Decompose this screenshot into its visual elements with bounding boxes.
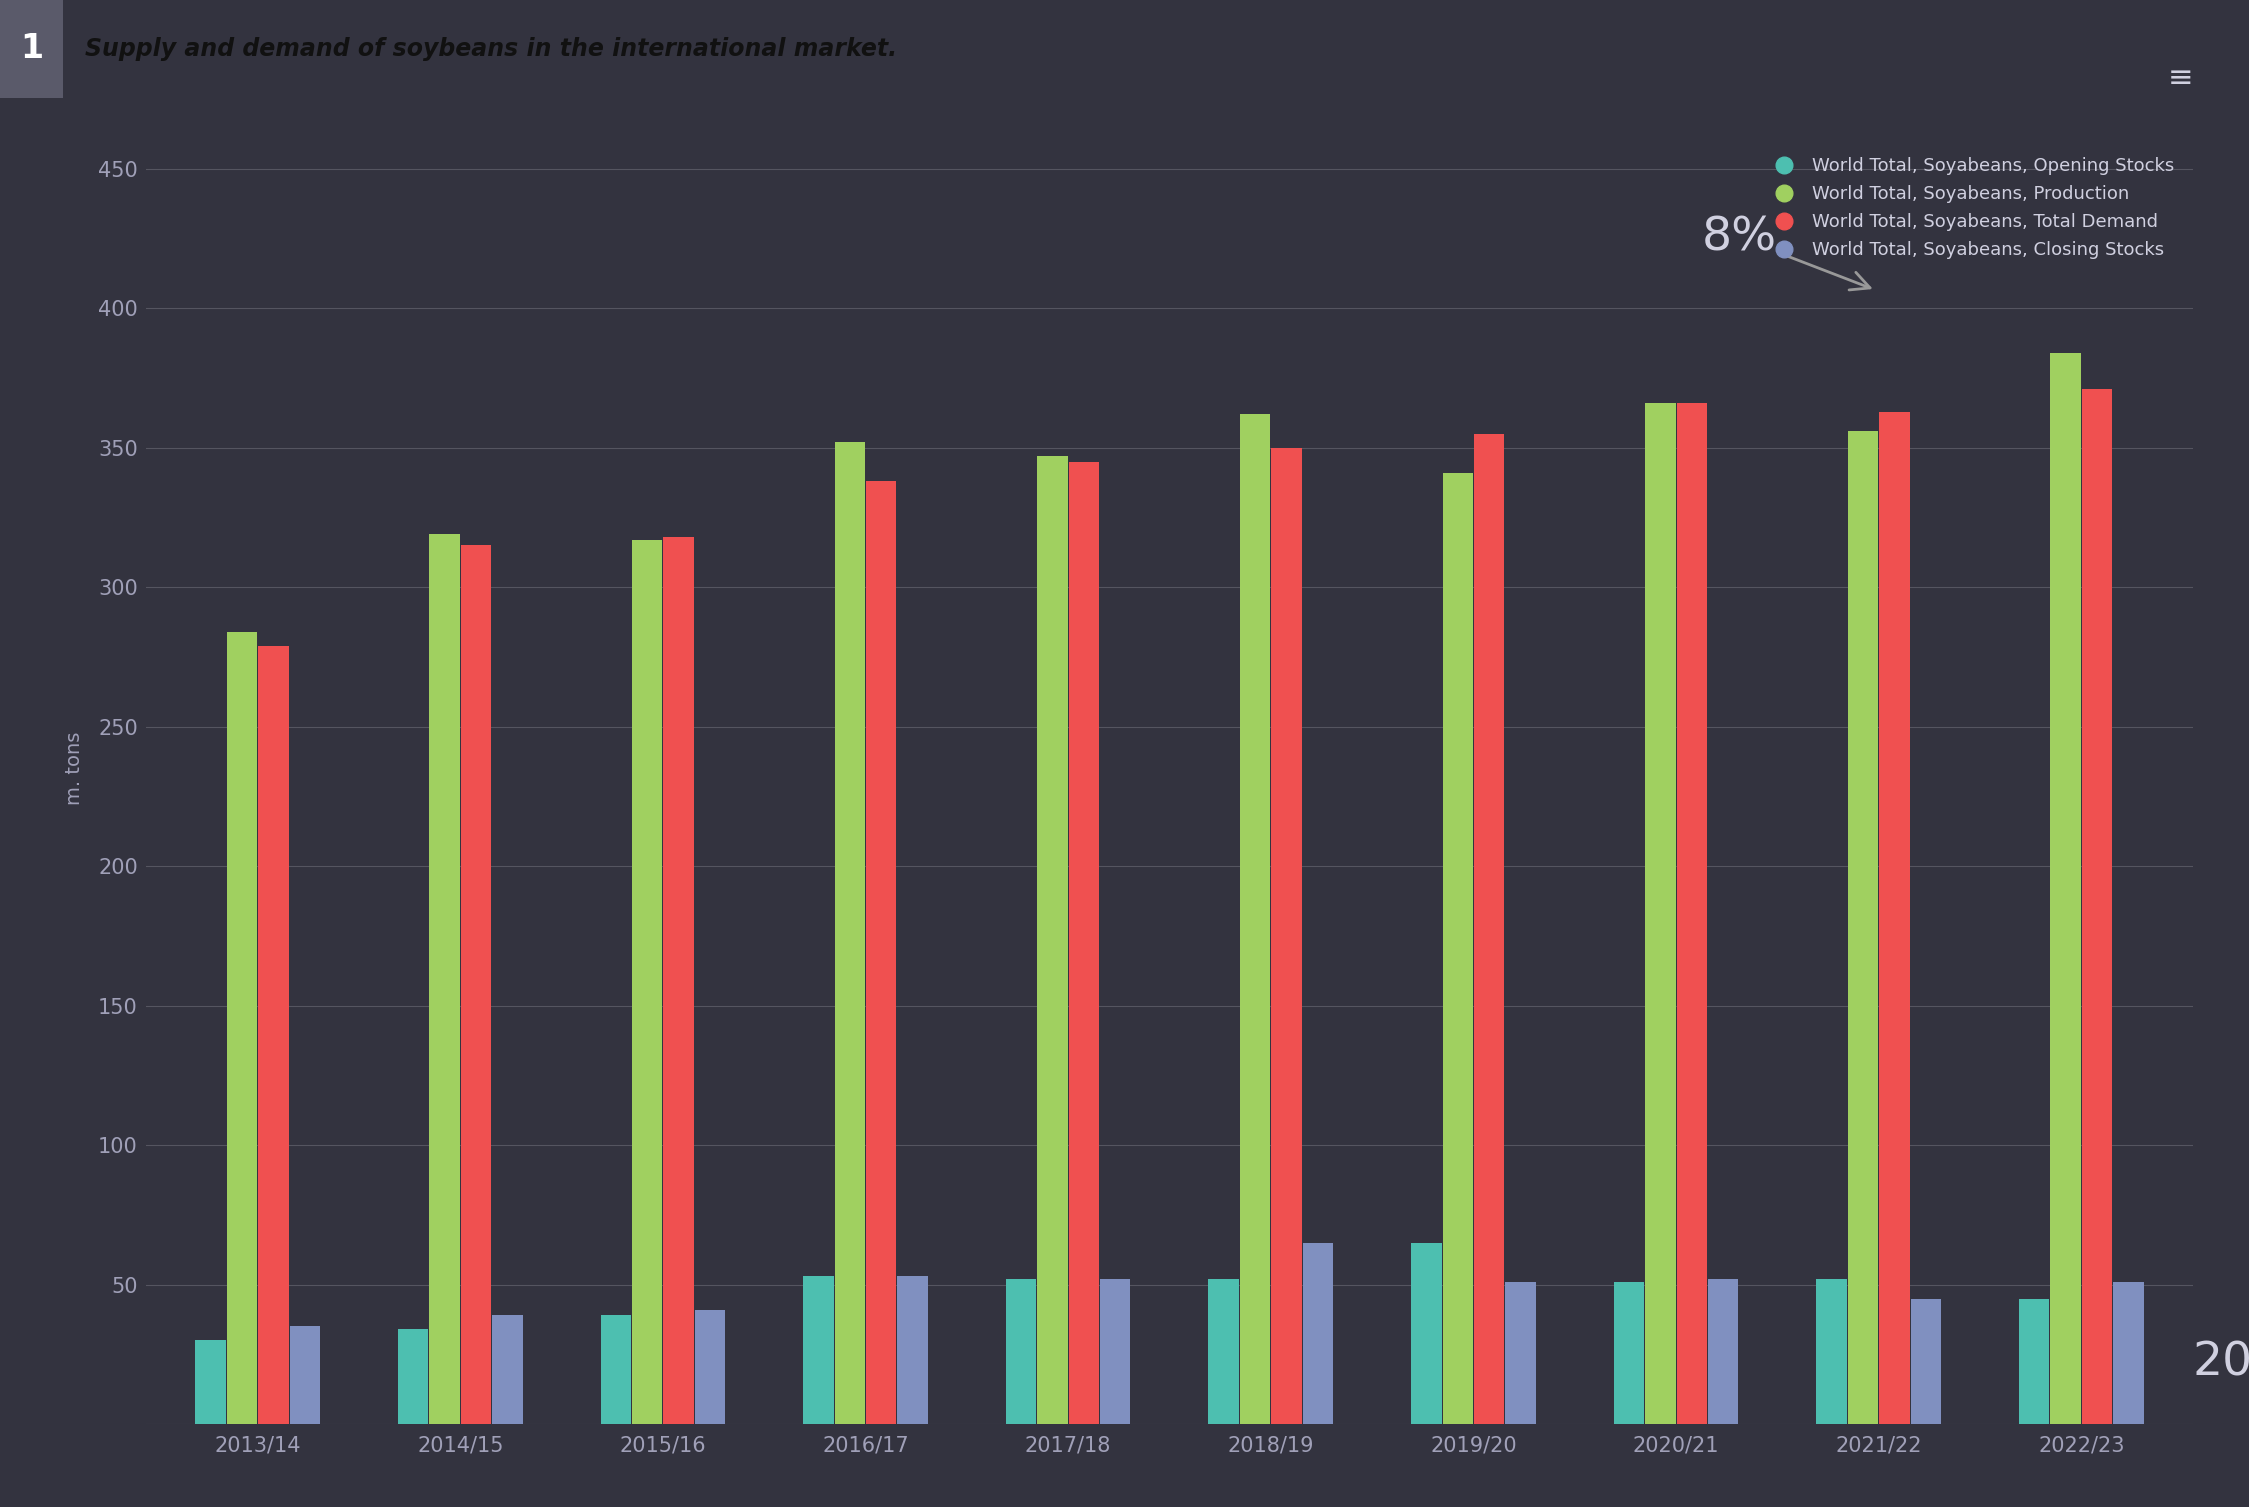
Bar xyxy=(1271,448,1302,1424)
Bar xyxy=(2114,1282,2143,1424)
Bar xyxy=(196,1340,225,1424)
Bar xyxy=(1239,414,1271,1424)
Bar xyxy=(461,546,490,1424)
Bar xyxy=(834,442,866,1424)
Bar xyxy=(663,536,693,1424)
Bar xyxy=(1676,404,1707,1424)
Text: 8%: 8% xyxy=(1702,216,1871,289)
Bar xyxy=(2083,389,2112,1424)
Bar xyxy=(290,1326,319,1424)
Text: 20%: 20% xyxy=(2193,1340,2249,1385)
Bar xyxy=(632,540,663,1424)
Bar xyxy=(2020,1299,2049,1424)
Bar xyxy=(1442,473,1473,1424)
Bar xyxy=(1912,1299,1941,1424)
Bar xyxy=(600,1316,632,1424)
Bar xyxy=(1005,1279,1037,1424)
Bar xyxy=(1880,411,1909,1424)
Bar xyxy=(1068,461,1100,1424)
Bar xyxy=(1615,1282,1644,1424)
Bar xyxy=(1410,1243,1442,1424)
Bar xyxy=(1473,434,1505,1424)
Bar xyxy=(430,535,459,1424)
Text: ≡: ≡ xyxy=(2168,65,2193,93)
Bar xyxy=(1037,457,1068,1424)
Bar xyxy=(493,1316,522,1424)
Bar xyxy=(803,1276,834,1424)
Bar xyxy=(398,1329,427,1424)
Bar xyxy=(227,631,256,1424)
FancyBboxPatch shape xyxy=(0,0,63,98)
Bar xyxy=(695,1310,724,1424)
Legend: World Total, Soyabeans, Opening Stocks, World Total, Soyabeans, Production, Worl: World Total, Soyabeans, Opening Stocks, … xyxy=(1756,148,2184,268)
Bar xyxy=(2051,353,2080,1424)
Bar xyxy=(1646,404,1676,1424)
Bar xyxy=(259,647,288,1424)
Bar xyxy=(1707,1279,1738,1424)
Text: 1: 1 xyxy=(20,33,43,65)
Bar xyxy=(1849,431,1878,1424)
Bar xyxy=(1100,1279,1131,1424)
Bar xyxy=(1817,1279,1846,1424)
Bar xyxy=(897,1276,929,1424)
Bar xyxy=(866,481,897,1424)
Text: Supply and demand of soybeans in the international market.: Supply and demand of soybeans in the int… xyxy=(85,38,897,60)
Bar xyxy=(1302,1243,1334,1424)
Bar xyxy=(1208,1279,1239,1424)
Bar xyxy=(1505,1282,1536,1424)
Y-axis label: m. tons: m. tons xyxy=(65,732,83,805)
